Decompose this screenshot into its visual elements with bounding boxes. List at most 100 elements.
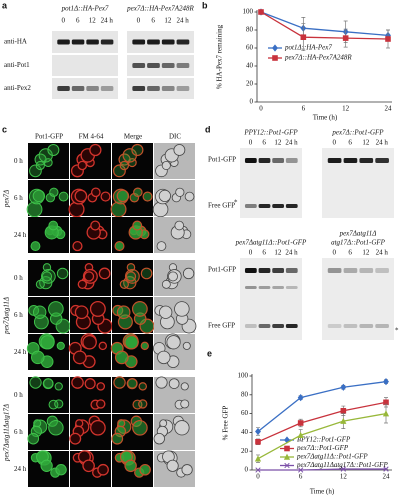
band [272,324,285,328]
cell [96,382,106,391]
band [57,39,70,45]
y-tick-label: 40 [246,62,254,70]
cell [32,189,46,203]
blot-title: pex7Δatg11Δ [339,230,377,238]
cell [27,432,40,445]
band [375,324,389,328]
time-label: 0 [137,17,141,25]
row-label: 24 h [14,348,27,356]
cell [174,301,190,317]
x-tick-label: 24 [385,105,393,113]
blot [52,31,118,53]
band [327,158,342,163]
cell [84,378,96,390]
cell [126,378,138,390]
band [176,39,190,45]
time-label: 24 h [376,249,389,257]
time-label: 6 [151,17,155,25]
band-label: Free GFP [208,322,235,330]
panel-label: e [207,348,212,358]
row-label: 6 h [14,311,23,319]
cell [89,143,102,157]
marker [297,420,304,426]
row-label: 6 h [14,428,23,436]
cell [30,241,41,252]
cell [35,279,45,289]
blot-title: PPY12::Pot1-GFP [243,129,298,137]
band [343,268,358,273]
marker [300,34,307,41]
band [359,268,374,273]
cell [119,160,130,171]
blot [127,78,194,99]
cell [114,350,129,365]
cell [68,201,85,218]
band [147,86,160,91]
cell [168,271,178,282]
time-label: 0 [332,249,336,257]
cell [74,189,88,203]
band [272,158,285,163]
y-tick-label: 80 [246,26,254,34]
y-axis-label: % Free GFP [222,406,230,441]
time-label: 0 [332,139,336,147]
cell [116,305,131,320]
cell [184,191,195,202]
marker [283,453,291,460]
group-label: pex7Δ [3,190,11,208]
cell [174,420,190,436]
cell [114,241,125,252]
band [258,286,271,289]
cell [152,201,169,218]
cell [29,376,42,389]
cell [174,220,185,231]
band [161,63,175,68]
time-label: 12 [274,139,282,147]
cell [54,399,64,409]
blot-title: atg17Δ::Pot1-GFP [331,239,386,247]
band [258,204,271,208]
cell [97,463,109,476]
series-line [258,468,386,471]
group-label: pex7Δatg11Δatg17Δ [3,404,11,462]
legend-label: pex7Δatg11Δ::Pot1-GFP [296,453,368,461]
cell [35,160,45,171]
x-tick-label: 24 [383,473,391,481]
cell [131,301,148,317]
micrograph [28,260,69,296]
time-label: 0 [249,139,253,147]
row-label: 0 h [14,391,23,399]
cell [83,271,95,282]
cell [112,164,126,178]
band [327,268,342,273]
cell [74,305,89,320]
panel-label: c [2,124,7,134]
cell [90,220,101,231]
marker [297,394,304,402]
blot [127,55,194,76]
row-label: anti-HA [4,38,27,46]
column-header: DIC [169,133,181,141]
y-axis-label: % HA-Pex7 remaining [216,24,224,89]
column-header: FM 4-64 [79,133,104,141]
cell [40,335,55,350]
cell [157,350,171,365]
y-tick-label: 60 [241,409,249,417]
band [359,158,374,163]
x-tick-label: 12 [340,473,348,481]
cell [153,432,165,445]
y-tick-label: 80 [241,390,249,398]
cell [100,191,111,202]
panel-label: b [202,0,208,10]
band [100,86,114,91]
y-tick-label: 0 [245,466,249,474]
x-tick-label: 6 [302,105,306,113]
row-label: 24 h [14,465,27,473]
band [86,39,99,45]
band [244,268,257,273]
band [86,86,99,91]
row-label: anti-Pot1 [4,61,30,69]
band [57,86,70,91]
x-tick-label: 12 [342,105,350,113]
cell [58,191,69,202]
